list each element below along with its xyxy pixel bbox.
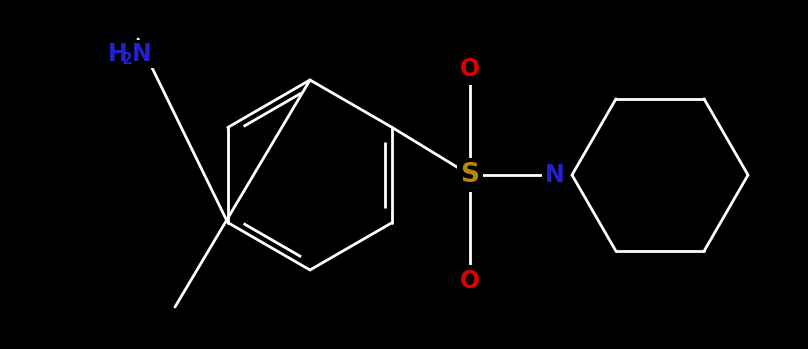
Text: N: N bbox=[545, 163, 565, 187]
Text: H: H bbox=[108, 42, 128, 66]
Text: O: O bbox=[460, 269, 480, 293]
Text: 2: 2 bbox=[122, 52, 133, 67]
Text: S: S bbox=[461, 162, 479, 188]
Text: N: N bbox=[132, 42, 152, 66]
Text: O: O bbox=[460, 57, 480, 81]
